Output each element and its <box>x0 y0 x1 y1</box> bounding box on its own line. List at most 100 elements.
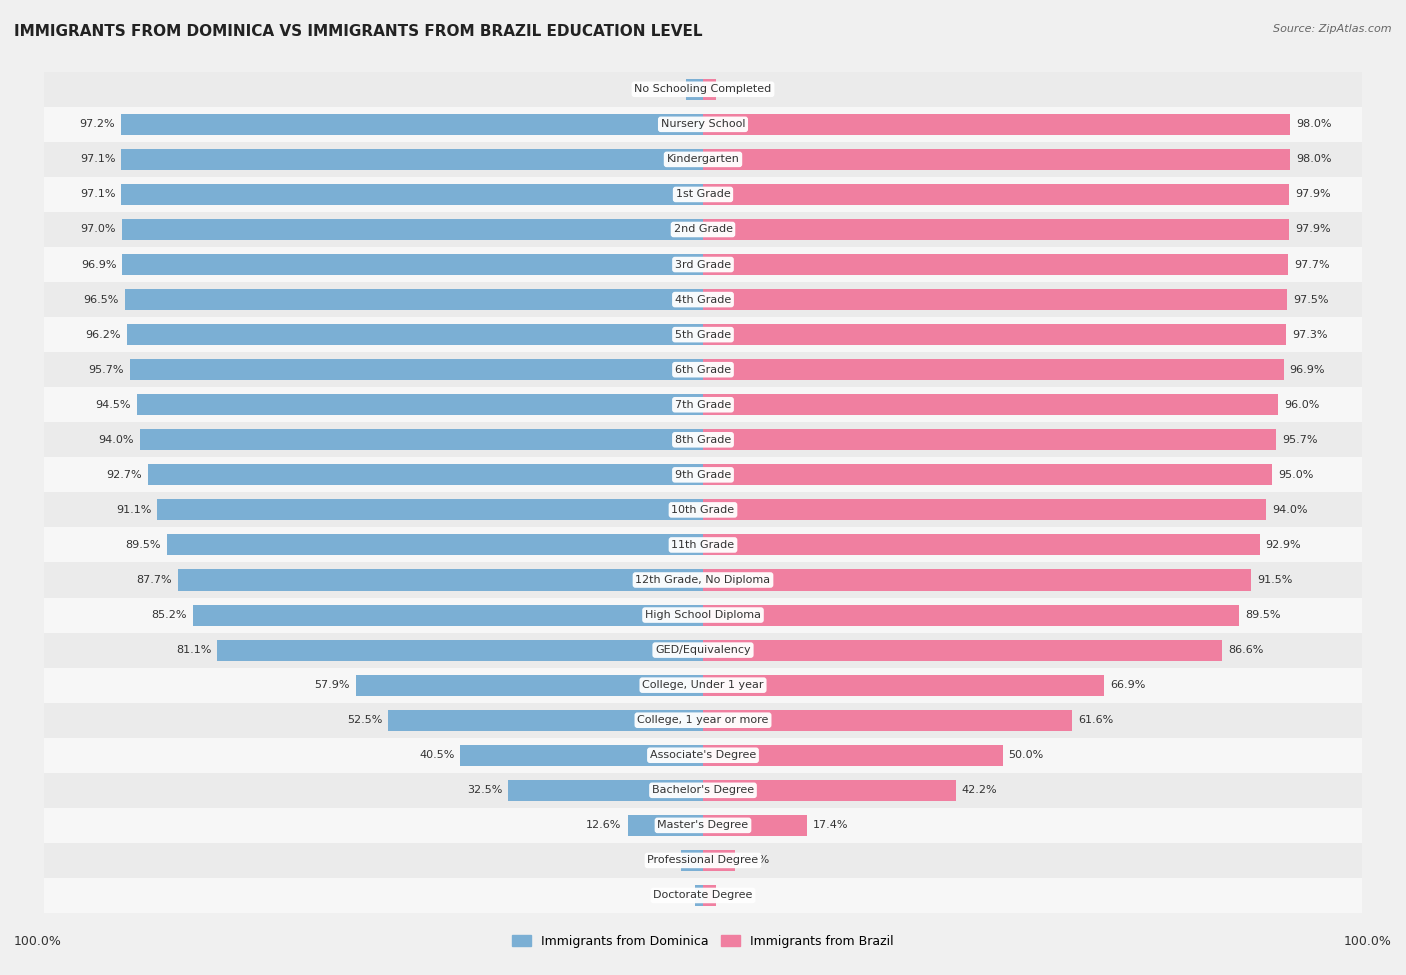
Bar <box>703 429 1277 450</box>
Bar <box>193 604 703 626</box>
Text: 2.2%: 2.2% <box>723 890 751 901</box>
Text: 92.7%: 92.7% <box>105 470 142 480</box>
Text: 7th Grade: 7th Grade <box>675 400 731 410</box>
Bar <box>703 604 1239 626</box>
Text: 96.5%: 96.5% <box>83 294 120 304</box>
Text: 97.0%: 97.0% <box>80 224 115 235</box>
Text: 95.0%: 95.0% <box>1278 470 1313 480</box>
Bar <box>121 114 703 135</box>
Text: 66.9%: 66.9% <box>1109 681 1144 690</box>
Bar <box>44 527 1362 563</box>
Text: 12th Grade, No Diploma: 12th Grade, No Diploma <box>636 575 770 585</box>
Bar <box>44 282 1362 317</box>
Bar <box>44 176 1362 212</box>
Text: 91.1%: 91.1% <box>115 505 152 515</box>
Bar <box>460 745 703 765</box>
Bar <box>703 640 1222 661</box>
Bar <box>44 422 1362 457</box>
Text: Professional Degree: Professional Degree <box>647 855 759 866</box>
Text: 97.5%: 97.5% <box>1294 294 1329 304</box>
Text: 96.0%: 96.0% <box>1284 400 1319 410</box>
Bar <box>157 499 703 521</box>
Bar <box>122 254 703 275</box>
Text: 94.0%: 94.0% <box>1272 505 1308 515</box>
Text: 2.1%: 2.1% <box>721 84 749 95</box>
Text: 97.9%: 97.9% <box>1295 189 1331 200</box>
Bar <box>44 563 1362 598</box>
Text: 1st Grade: 1st Grade <box>676 189 730 200</box>
Bar <box>44 703 1362 738</box>
Bar <box>44 387 1362 422</box>
Bar <box>121 184 703 205</box>
Bar <box>127 324 703 345</box>
Bar <box>703 745 1002 765</box>
Text: 57.9%: 57.9% <box>315 681 350 690</box>
Bar <box>44 843 1362 878</box>
Text: 100.0%: 100.0% <box>14 935 62 948</box>
Bar <box>695 885 703 906</box>
Bar <box>703 569 1251 591</box>
Bar <box>44 107 1362 141</box>
Bar <box>703 815 807 836</box>
Text: Source: ZipAtlas.com: Source: ZipAtlas.com <box>1274 24 1392 34</box>
Legend: Immigrants from Dominica, Immigrants from Brazil: Immigrants from Dominica, Immigrants fro… <box>508 930 898 953</box>
Text: Master's Degree: Master's Degree <box>658 820 748 831</box>
Text: 98.0%: 98.0% <box>1296 154 1331 165</box>
Bar <box>44 598 1362 633</box>
Bar <box>703 254 1288 275</box>
Bar <box>703 780 956 800</box>
Bar <box>125 289 703 310</box>
Bar <box>703 499 1267 521</box>
Text: 87.7%: 87.7% <box>136 575 172 585</box>
Text: 4th Grade: 4th Grade <box>675 294 731 304</box>
Text: 5.3%: 5.3% <box>741 855 769 866</box>
Bar <box>167 534 703 556</box>
Bar <box>122 219 703 240</box>
Bar <box>44 141 1362 176</box>
Text: 17.4%: 17.4% <box>813 820 849 831</box>
Bar <box>703 710 1071 730</box>
Text: 40.5%: 40.5% <box>419 750 454 760</box>
Bar <box>44 212 1362 247</box>
Text: No Schooling Completed: No Schooling Completed <box>634 84 772 95</box>
Text: 98.0%: 98.0% <box>1296 119 1331 130</box>
Text: Doctorate Degree: Doctorate Degree <box>654 890 752 901</box>
Text: 81.1%: 81.1% <box>176 645 211 655</box>
Text: 10th Grade: 10th Grade <box>672 505 734 515</box>
Bar <box>44 457 1362 492</box>
Bar <box>136 394 703 415</box>
Bar <box>44 492 1362 527</box>
Text: 1.4%: 1.4% <box>661 890 689 901</box>
Bar <box>703 850 735 871</box>
Bar <box>44 773 1362 808</box>
Text: 94.5%: 94.5% <box>96 400 131 410</box>
Bar <box>217 640 703 661</box>
Text: 89.5%: 89.5% <box>125 540 160 550</box>
Text: 92.9%: 92.9% <box>1265 540 1301 550</box>
Bar <box>44 878 1362 913</box>
Bar <box>44 247 1362 282</box>
Bar <box>703 79 716 99</box>
Bar <box>129 359 703 380</box>
Text: 11th Grade: 11th Grade <box>672 540 734 550</box>
Text: 95.7%: 95.7% <box>1282 435 1317 445</box>
Text: 95.7%: 95.7% <box>89 365 124 374</box>
Text: 3rd Grade: 3rd Grade <box>675 259 731 269</box>
Bar <box>703 219 1289 240</box>
Bar <box>44 352 1362 387</box>
Bar <box>703 464 1272 486</box>
Bar <box>703 184 1289 205</box>
Bar <box>44 738 1362 773</box>
Text: 3.6%: 3.6% <box>647 855 675 866</box>
Text: 32.5%: 32.5% <box>467 785 502 796</box>
Bar <box>388 710 703 730</box>
Text: 96.9%: 96.9% <box>82 259 117 269</box>
Bar <box>148 464 703 486</box>
Text: 100.0%: 100.0% <box>1344 935 1392 948</box>
Bar <box>703 675 1104 696</box>
Bar <box>703 324 1286 345</box>
Bar <box>703 534 1260 556</box>
Text: High School Diploma: High School Diploma <box>645 610 761 620</box>
Text: 2nd Grade: 2nd Grade <box>673 224 733 235</box>
Text: GED/Equivalency: GED/Equivalency <box>655 645 751 655</box>
